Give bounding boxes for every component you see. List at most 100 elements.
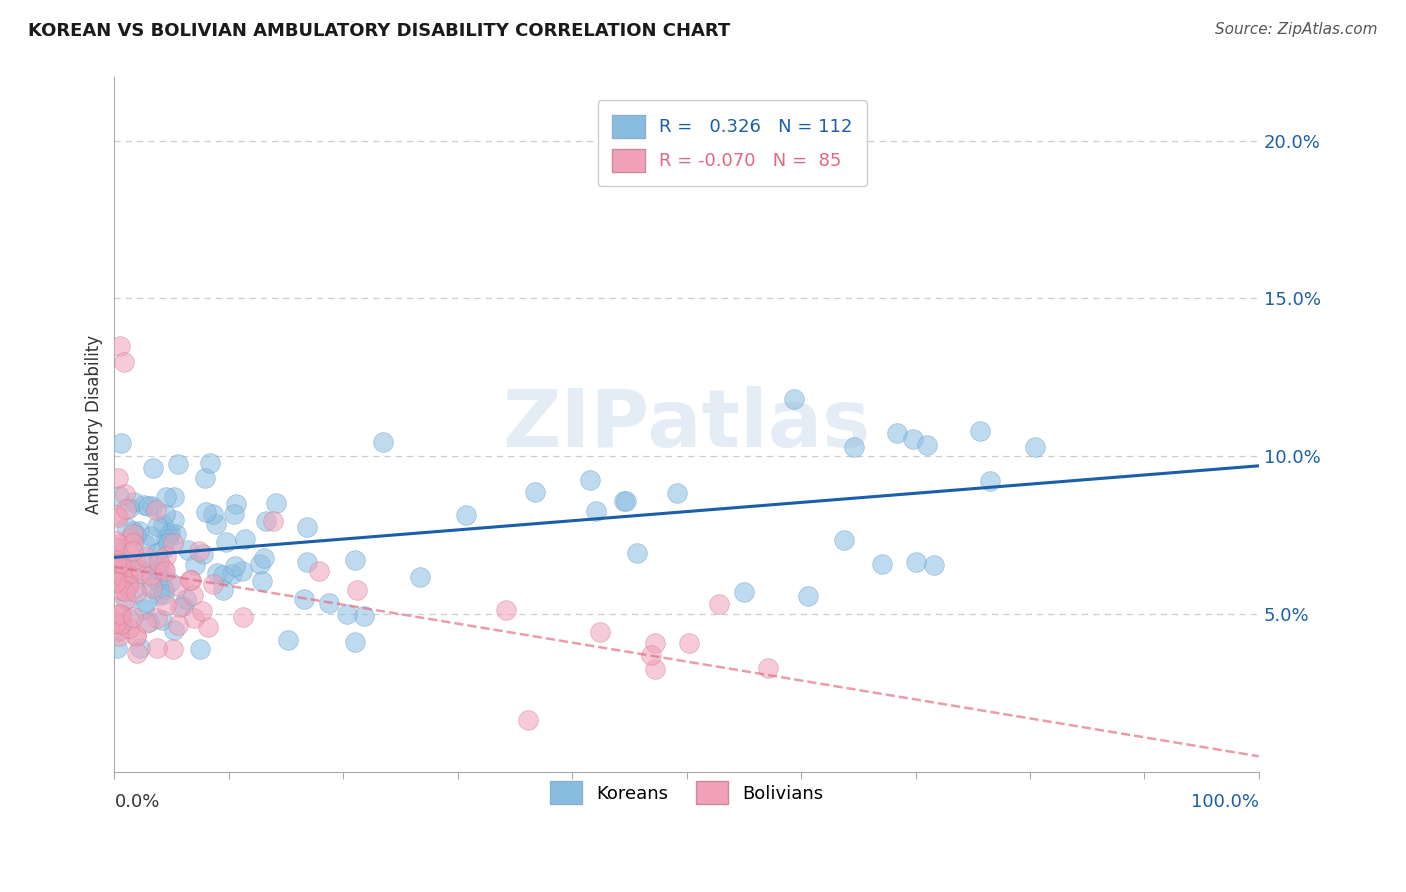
Point (613, 494, 636, 508)
Point (212, 582, 235, 597)
Point (115, 592, 138, 607)
Point (295, 520, 318, 534)
Text: 100.0%: 100.0% (1191, 793, 1258, 811)
Point (146, 518, 169, 533)
Point (224, 559, 246, 574)
Point (197, 620, 219, 634)
Point (108, 339, 131, 353)
Point (118, 500, 141, 515)
Point (153, 507, 176, 521)
Point (155, 549, 177, 564)
Point (122, 543, 145, 558)
Point (124, 582, 146, 596)
Point (207, 566, 229, 580)
Point (308, 564, 330, 578)
Point (104, 553, 127, 567)
Point (456, 508, 478, 523)
Text: 0.0%: 0.0% (114, 793, 160, 811)
Point (152, 582, 174, 597)
Point (107, 624, 129, 638)
Point (122, 495, 145, 509)
Point (134, 537, 156, 551)
Point (163, 624, 186, 638)
Point (190, 604, 212, 618)
Point (105, 508, 128, 522)
Point (118, 577, 141, 591)
Point (194, 471, 217, 485)
Point (107, 489, 129, 503)
Point (626, 546, 648, 560)
Point (205, 517, 228, 532)
Point (110, 617, 132, 632)
Point (152, 517, 174, 532)
Point (118, 532, 141, 546)
Point (666, 486, 689, 500)
Point (318, 595, 340, 609)
Point (517, 714, 540, 728)
Point (114, 593, 136, 607)
Point (756, 661, 779, 675)
Point (112, 354, 135, 368)
Point (922, 558, 945, 572)
Point (110, 583, 132, 598)
Point (104, 575, 127, 590)
Point (165, 526, 187, 541)
Point (148, 555, 170, 569)
Point (122, 610, 145, 624)
Point (783, 392, 806, 406)
Point (172, 599, 194, 614)
Point (616, 494, 638, 508)
Point (167, 579, 190, 593)
Point (111, 569, 134, 583)
Point (644, 636, 666, 650)
Point (104, 574, 127, 589)
Point (135, 616, 157, 631)
Point (904, 556, 927, 570)
Point (886, 426, 908, 441)
Point (678, 636, 700, 650)
Point (125, 647, 148, 661)
Point (110, 435, 132, 450)
Point (253, 551, 276, 566)
Point (148, 560, 170, 574)
Point (162, 536, 184, 550)
Point (124, 562, 146, 576)
Point (132, 555, 155, 569)
Point (409, 569, 432, 583)
Point (124, 629, 146, 643)
Point (979, 475, 1001, 489)
Point (124, 552, 146, 566)
Point (222, 507, 245, 521)
Point (183, 611, 205, 625)
Point (117, 621, 139, 635)
Point (969, 424, 991, 438)
Point (114, 487, 136, 501)
Point (589, 625, 612, 640)
Point (644, 662, 666, 676)
Point (157, 527, 180, 541)
Point (104, 562, 127, 576)
Point (191, 547, 214, 561)
Point (162, 641, 184, 656)
Legend: Koreans, Bolivians: Koreans, Bolivians (538, 771, 835, 815)
Point (277, 632, 299, 647)
Point (149, 564, 172, 578)
Point (176, 591, 198, 606)
Point (156, 536, 179, 550)
Point (146, 546, 169, 560)
Point (131, 566, 153, 580)
Point (870, 557, 893, 571)
Text: Source: ZipAtlas.com: Source: ZipAtlas.com (1215, 22, 1378, 37)
Point (145, 503, 167, 517)
Point (225, 497, 247, 511)
Point (110, 557, 132, 571)
Point (169, 600, 191, 615)
Point (524, 484, 547, 499)
Point (105, 541, 128, 556)
Point (198, 456, 221, 470)
Point (115, 502, 138, 516)
Point (495, 603, 517, 617)
Point (111, 559, 134, 574)
Point (180, 573, 202, 587)
Point (177, 543, 200, 558)
